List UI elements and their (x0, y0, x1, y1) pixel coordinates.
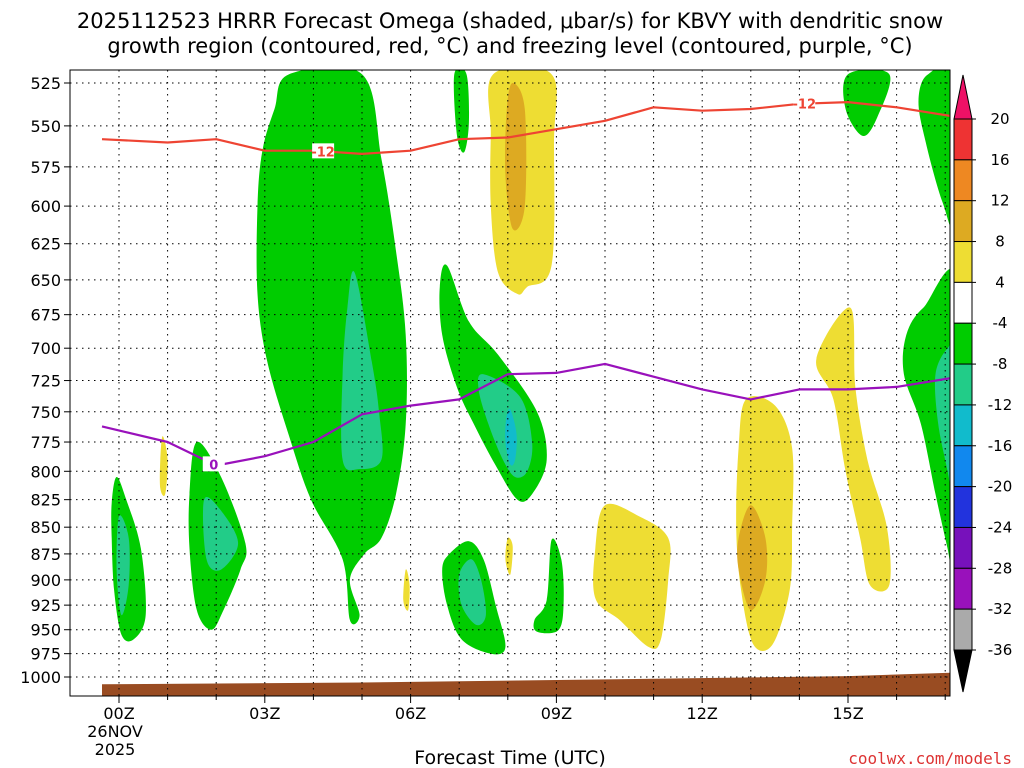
y-tick-label: 625 (30, 235, 61, 254)
y-tick-label: 725 (30, 372, 61, 391)
date-label: 26NOV (87, 722, 143, 741)
y-tick-label: 700 (30, 339, 61, 358)
omega-region-6 (458, 559, 487, 626)
y-tick-label: 975 (30, 645, 61, 664)
chart-title-line1: 2025112523 HRRR Forecast Omega (shaded, … (77, 9, 943, 33)
colorbar-segment (953, 486, 973, 528)
year-label: 2025 (95, 740, 136, 759)
colorbar-segment (953, 200, 973, 243)
colorbar-tick-label: -32 (988, 600, 1013, 618)
colorbar-tick-label: -20 (988, 478, 1013, 496)
y-tick-label: 775 (30, 433, 61, 452)
colorbar-segment (953, 445, 973, 488)
colorbar-segment (953, 363, 973, 406)
snow-growth-contour-label-bg (312, 143, 335, 159)
y-tick-label: 850 (30, 518, 61, 537)
omega-region-23 (159, 436, 168, 497)
omega-region-9 (202, 496, 239, 571)
colorbar-tick-label: -24 (988, 518, 1013, 536)
colorbar-segment (953, 322, 973, 365)
colorbar-segment (953, 159, 973, 202)
terrain-layer (102, 672, 950, 696)
freezing-level-contour-label-bg (202, 456, 225, 472)
y-tick-label: 900 (30, 571, 61, 590)
y-tick-label: 750 (30, 403, 61, 422)
y-tick-label: 650 (30, 271, 61, 290)
colorbar-segment (953, 404, 973, 447)
colorbar-tick-label: 8 (995, 233, 1005, 251)
y-axis: 525 550 575 600 625 650 675 700 725 750 775 800 825 8… (20, 74, 70, 687)
omega-region-14 (918, 70, 950, 227)
colorbar-tick-label: -16 (988, 437, 1013, 455)
x-tick-label: 03Z (249, 704, 280, 723)
colorbar: 20 16 12 8 4 -4 -8 -12 -16 -20 -24 -28 -32 -36 (953, 74, 1013, 693)
omega-region-25 (505, 537, 513, 575)
y-tick-label: 1000 (20, 668, 61, 687)
chart-title-line2: growth region (contoured, red, °C) and f… (107, 34, 912, 58)
omega-region-13 (843, 70, 891, 136)
x-axis-label: Forecast Time (UTC) (414, 747, 605, 768)
omega-region-0 (256, 70, 407, 625)
y-tick-label: 525 (30, 74, 61, 93)
plot-area: -12 -12 0 (70, 70, 950, 696)
omega-region-19 (593, 503, 671, 650)
x-tick-label: 09Z (541, 704, 572, 723)
snow-growth-contour-label-bg (793, 95, 816, 111)
colorbar-segment (953, 608, 973, 651)
y-tick-label: 600 (30, 197, 61, 216)
freezing-level-contour-label: 0 (209, 458, 218, 473)
omega-region-4 (505, 408, 517, 466)
colorbar-segment (953, 281, 973, 324)
colorbar-segment (953, 241, 973, 283)
colorbar-segment (953, 526, 973, 569)
colorbar-tick-label: -12 (988, 396, 1013, 414)
colorbar-tick-label: -28 (988, 559, 1013, 577)
omega-region-18 (505, 83, 527, 231)
colorbar-tick-label: 4 (995, 273, 1005, 291)
colorbar-segment (953, 118, 973, 161)
omega-region-22 (816, 307, 891, 592)
colorbar-tick-label: -8 (993, 355, 1008, 373)
y-tick-label: 825 (30, 491, 61, 510)
y-tick-label: 950 (30, 621, 61, 640)
colorbar-tick-label: 12 (990, 192, 1009, 210)
colorbar-tick-label: -4 (993, 314, 1008, 332)
omega-region-21 (737, 505, 768, 611)
contour-lines: -12 -12 0 (101, 95, 950, 473)
plot-frame (69, 69, 951, 697)
gridlines (70, 70, 950, 696)
x-tick-label: 12Z (687, 704, 718, 723)
snow-growth-contour-label: -12 (311, 145, 335, 160)
y-tick-label: 575 (30, 158, 61, 177)
colorbar-bottom-arrow (953, 649, 973, 693)
colorbar-tick-label: 16 (990, 151, 1009, 169)
y-tick-label: 925 (30, 596, 61, 615)
credit-text: coolwx.com/models (848, 749, 1012, 768)
terrain (102, 672, 950, 696)
y-tick-label: 875 (30, 545, 61, 564)
omega-region-3 (477, 374, 533, 478)
omega-region-11 (116, 515, 130, 616)
y-tick-label: 675 (30, 306, 61, 325)
freezing-level-contour (101, 362, 950, 467)
x-tick-label: 15Z (832, 704, 863, 723)
colorbar-segment (953, 567, 973, 610)
omega-region-15 (902, 268, 950, 564)
omega-region-24 (403, 569, 410, 611)
colorbar-tick-label: 20 (990, 110, 1009, 128)
colorbar-tick-label: -36 (988, 641, 1013, 659)
omega-region-12 (453, 70, 470, 153)
snow-growth-contour-label: -12 (793, 98, 817, 113)
x-tick-label: 06Z (395, 704, 426, 723)
y-tick-label: 800 (30, 462, 61, 481)
x-tick-label: 00Z (103, 704, 134, 723)
y-tick-label: 550 (30, 117, 61, 136)
